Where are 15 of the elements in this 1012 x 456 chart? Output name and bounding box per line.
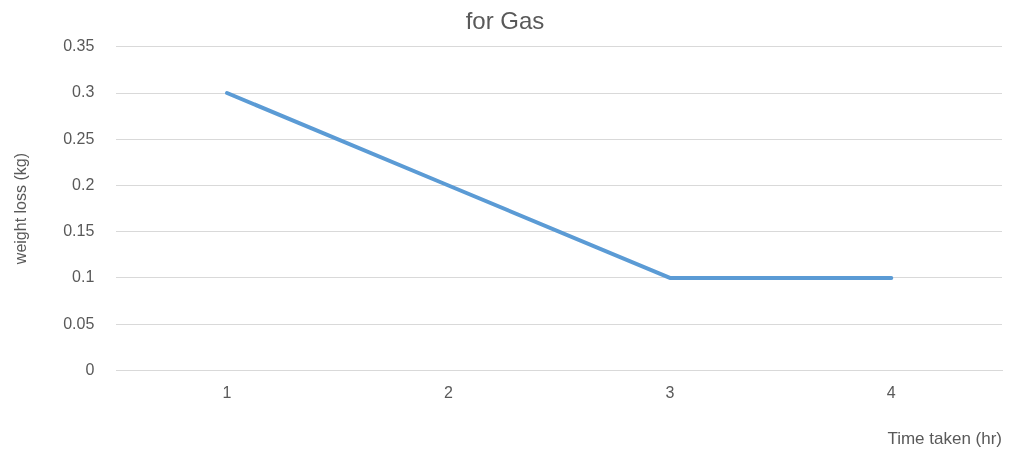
x-tick-label: 3 xyxy=(665,384,675,402)
chart-title: for Gas xyxy=(465,7,545,35)
y-tick-label: 0.35 xyxy=(63,37,95,55)
y-tick-label: 0.2 xyxy=(72,175,95,193)
y-tick-label: 0 xyxy=(85,360,95,378)
x-tick-label: 2 xyxy=(444,384,454,402)
y-tick-label: 0.15 xyxy=(63,222,95,240)
x-axis-title: Time taken (hr) xyxy=(887,429,1002,449)
x-tick-label: 1 xyxy=(222,384,232,402)
y-tick-label: 0.05 xyxy=(63,314,95,332)
y-axis-title: weight loss (kg) xyxy=(12,153,30,266)
x-tick-label: 4 xyxy=(886,384,896,402)
y-tick-label: 0.3 xyxy=(72,83,95,101)
y-tick-label: 0.25 xyxy=(63,129,95,147)
y-tick-label: 0.1 xyxy=(72,268,95,286)
